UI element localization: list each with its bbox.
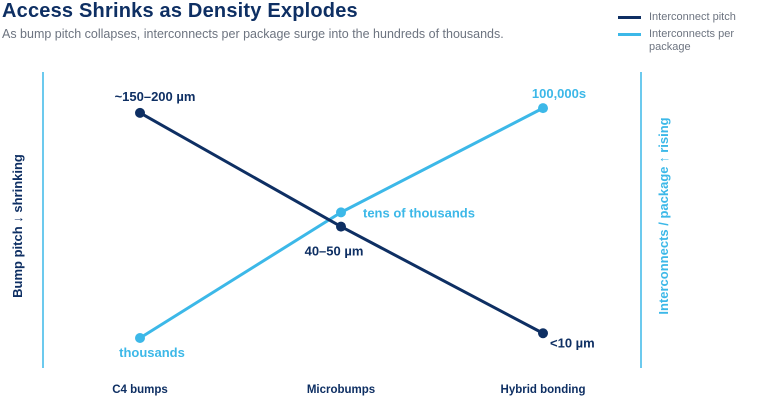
data-label-pitch-1: ~150–200 µm	[115, 89, 196, 104]
legend-swatch-interconnects	[618, 33, 641, 36]
data-point-interconnects-1	[135, 333, 145, 343]
legend-item-interconnects: Interconnects per package	[618, 28, 749, 54]
left-axis-label: Bump pitch ↓ shrinking	[10, 154, 25, 298]
data-point-pitch-1	[135, 107, 145, 118]
series-layer: thousands tens of thousands 100,000s ~150–2…	[115, 86, 595, 360]
data-label-interconnects-3: 100,000s	[532, 86, 586, 101]
chart-subtitle: As bump pitch collapses, interconnects p…	[2, 27, 504, 41]
chart-title: Access Shrinks as Density Explodes	[2, 0, 358, 22]
data-point-interconnects-3	[538, 103, 548, 114]
x-tick-label-c4-bumps: C4 bumps	[112, 384, 168, 396]
x-axis-ticks: C4 bumps Microbumps Hybrid bonding	[112, 384, 585, 396]
legend-label-interconnects: Interconnects per package	[649, 28, 734, 53]
legend-label-pitch: Interconnect pitch	[649, 11, 736, 23]
legend: Interconnect pitch Interconnects per pac…	[618, 11, 749, 58]
data-point-pitch-3	[538, 328, 548, 339]
data-label-interconnects-1: thousands	[119, 345, 185, 360]
right-axis-label: Interconnects / package ↑ rising	[656, 117, 671, 314]
data-label-pitch-2: 40–50 µm	[305, 244, 364, 259]
x-tick-label-hybrid-bonding: Hybrid bonding	[501, 384, 586, 396]
legend-swatch-pitch	[618, 16, 641, 19]
data-point-pitch-2	[336, 221, 346, 232]
data-label-interconnects-2: tens of thousands	[363, 205, 475, 220]
data-point-interconnects-2	[336, 207, 346, 218]
data-label-pitch-3: <10 µm	[550, 335, 595, 350]
legend-item-pitch: Interconnect pitch	[618, 11, 749, 24]
x-tick-label-microbumps: Microbumps	[307, 384, 375, 396]
